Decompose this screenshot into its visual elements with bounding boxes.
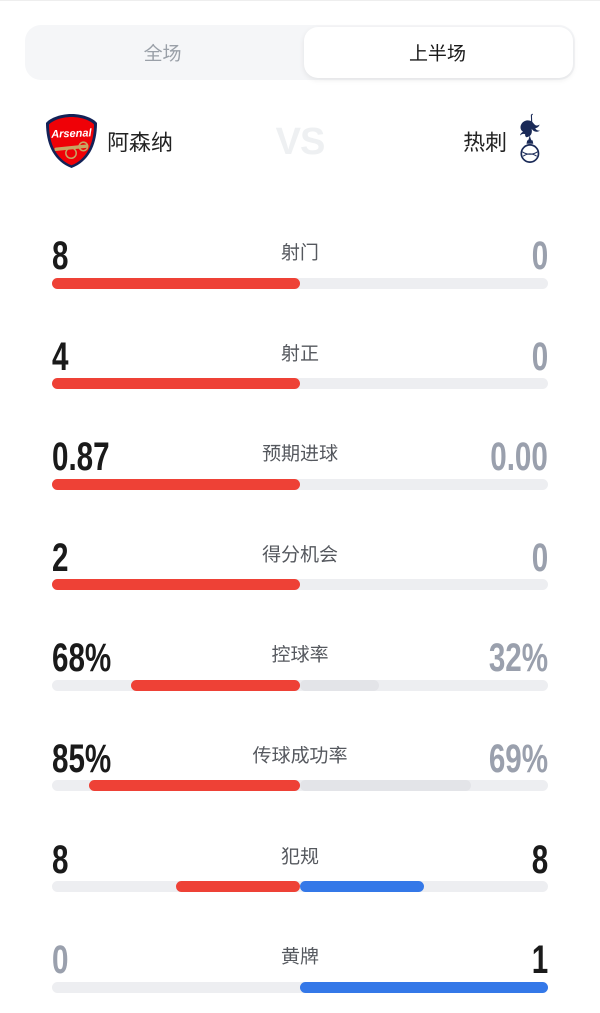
svg-text:VS: VS [276,121,325,163]
svg-text:Arsenal: Arsenal [50,127,93,140]
